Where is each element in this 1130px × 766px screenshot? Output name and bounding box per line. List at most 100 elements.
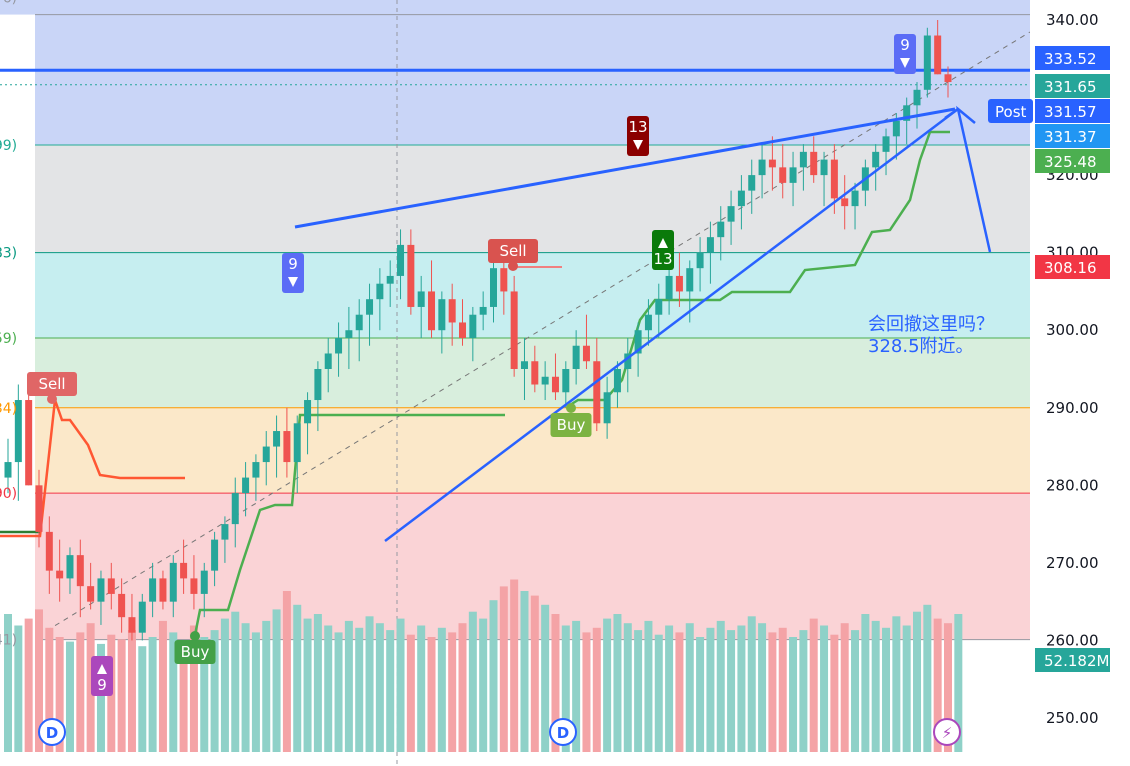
volume-bar	[696, 637, 705, 752]
candle	[541, 361, 549, 401]
volume-bar	[510, 579, 519, 752]
candle	[934, 20, 942, 75]
candle	[97, 570, 105, 625]
volume-bar	[86, 623, 95, 752]
signal-buy[interactable]: Buy	[550, 413, 592, 437]
signal-sell[interactable]: Sell	[488, 239, 538, 263]
volume-bar	[758, 623, 767, 752]
signal-td-sell[interactable]: 9	[282, 253, 304, 293]
candle	[56, 539, 64, 602]
candle	[87, 562, 95, 610]
volume-bar	[251, 632, 260, 752]
price-label: 52.182M	[1035, 648, 1110, 672]
volume-bar	[706, 627, 715, 752]
fib-band	[35, 14, 1030, 146]
fib-band	[35, 407, 1030, 494]
signal-label: 13	[628, 118, 647, 136]
candle	[572, 330, 580, 385]
volume-bar	[820, 625, 829, 752]
candle	[841, 175, 849, 230]
candle	[799, 144, 807, 191]
candle	[180, 539, 188, 594]
candle	[810, 136, 818, 183]
candle	[211, 531, 219, 587]
volume-bar	[902, 625, 911, 752]
candle	[903, 97, 911, 145]
volume-bar	[892, 616, 901, 752]
candle	[335, 322, 343, 377]
signal-td-sell[interactable]: 13	[627, 116, 649, 156]
volume-bar	[954, 614, 963, 752]
volume-bar	[665, 625, 674, 752]
fib-label: (0(41)	[0, 633, 17, 649]
candle	[582, 314, 590, 369]
candle	[293, 415, 301, 494]
price-labels: 333.52 331.65 331.57 Post 331.37 325.48 308.16…	[38, 46, 1110, 746]
event-marker[interactable]: D	[549, 718, 577, 746]
y-tick-label: 300.00	[1046, 321, 1099, 339]
volume-bar	[45, 627, 54, 752]
candle	[417, 275, 425, 338]
candle	[789, 151, 797, 207]
candle	[397, 229, 405, 300]
svg-text:52.182M: 52.182M	[1044, 652, 1109, 670]
band-top	[0, 0, 1030, 15]
event-marker[interactable]: D	[38, 718, 66, 746]
candle	[304, 392, 312, 455]
volume-bar	[499, 586, 508, 752]
signal-td-buy[interactable]: 9	[91, 656, 113, 696]
candle	[820, 151, 828, 207]
volume-bar	[830, 634, 839, 752]
candle	[407, 229, 415, 315]
volume-bar	[851, 630, 860, 752]
volume-bar	[572, 620, 581, 752]
signal-td-buy[interactable]: 13	[652, 230, 674, 270]
candle	[665, 268, 673, 315]
volume-bar	[14, 625, 23, 752]
candle	[128, 593, 136, 641]
y-tick-label: 290.00	[1046, 399, 1099, 417]
candle	[149, 562, 157, 618]
volume-bar	[231, 611, 240, 752]
volume-bar	[685, 623, 694, 752]
volume-bar	[923, 604, 932, 752]
volume-bar	[861, 614, 870, 752]
price-label: 333.52	[1035, 46, 1110, 70]
candles	[4, 20, 952, 641]
candle	[273, 415, 281, 478]
y-tick-label: 280.00	[1046, 476, 1099, 494]
annotation-line-2: 328.5附近。	[868, 336, 974, 357]
candle	[200, 562, 208, 618]
volume-bar	[179, 641, 188, 752]
candle	[283, 407, 291, 478]
candle	[923, 27, 931, 98]
signal-buy[interactable]: Buy	[174, 640, 216, 664]
candle	[758, 144, 766, 199]
candle	[469, 306, 477, 362]
volume-bar	[272, 609, 281, 752]
volume-bar	[241, 623, 250, 752]
volume-bar	[313, 614, 322, 752]
candle	[118, 578, 126, 633]
projection-arrow	[944, 105, 992, 253]
candle	[551, 353, 559, 401]
volume-bar	[778, 627, 787, 752]
volume-bar	[200, 637, 209, 752]
candle	[531, 345, 539, 393]
candle	[727, 190, 735, 245]
candle	[459, 299, 467, 346]
fib-label: (0(76)	[0, 0, 17, 7]
price-label: 331.57 Post	[988, 99, 1110, 123]
candle	[489, 260, 497, 323]
volume-bar	[158, 620, 167, 752]
signal-sell[interactable]: Sell	[27, 372, 77, 396]
candle	[479, 291, 487, 331]
volume-bar	[355, 627, 364, 752]
event-marker[interactable]: ⚡	[933, 718, 961, 746]
volume-bar	[944, 623, 952, 752]
signal-label: 9	[97, 676, 107, 694]
volume-bar	[458, 623, 467, 752]
volume-bar	[809, 618, 818, 752]
candle	[624, 337, 632, 393]
signal-td-sell[interactable]: 9	[894, 34, 916, 74]
